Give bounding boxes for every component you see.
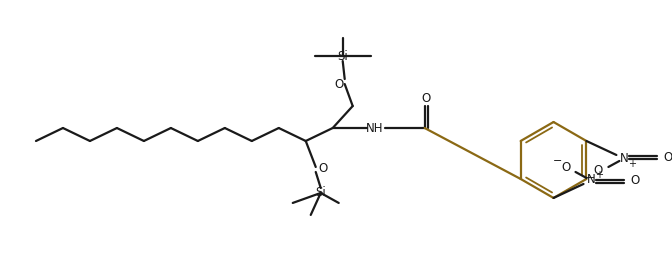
Text: NH: NH (366, 121, 384, 134)
Text: O: O (631, 175, 640, 188)
Text: O: O (318, 163, 327, 175)
Text: Si: Si (315, 186, 326, 199)
Text: N: N (587, 173, 596, 186)
Text: O: O (334, 78, 343, 91)
Text: O: O (594, 164, 603, 178)
Text: −: − (586, 173, 595, 183)
Text: O: O (561, 162, 570, 175)
Text: O: O (421, 92, 430, 105)
Text: N: N (620, 153, 629, 166)
Text: Si: Si (337, 50, 348, 63)
Text: O: O (664, 151, 672, 164)
Text: +: + (595, 170, 603, 180)
Text: +: + (628, 159, 636, 169)
Text: −: − (553, 156, 562, 166)
